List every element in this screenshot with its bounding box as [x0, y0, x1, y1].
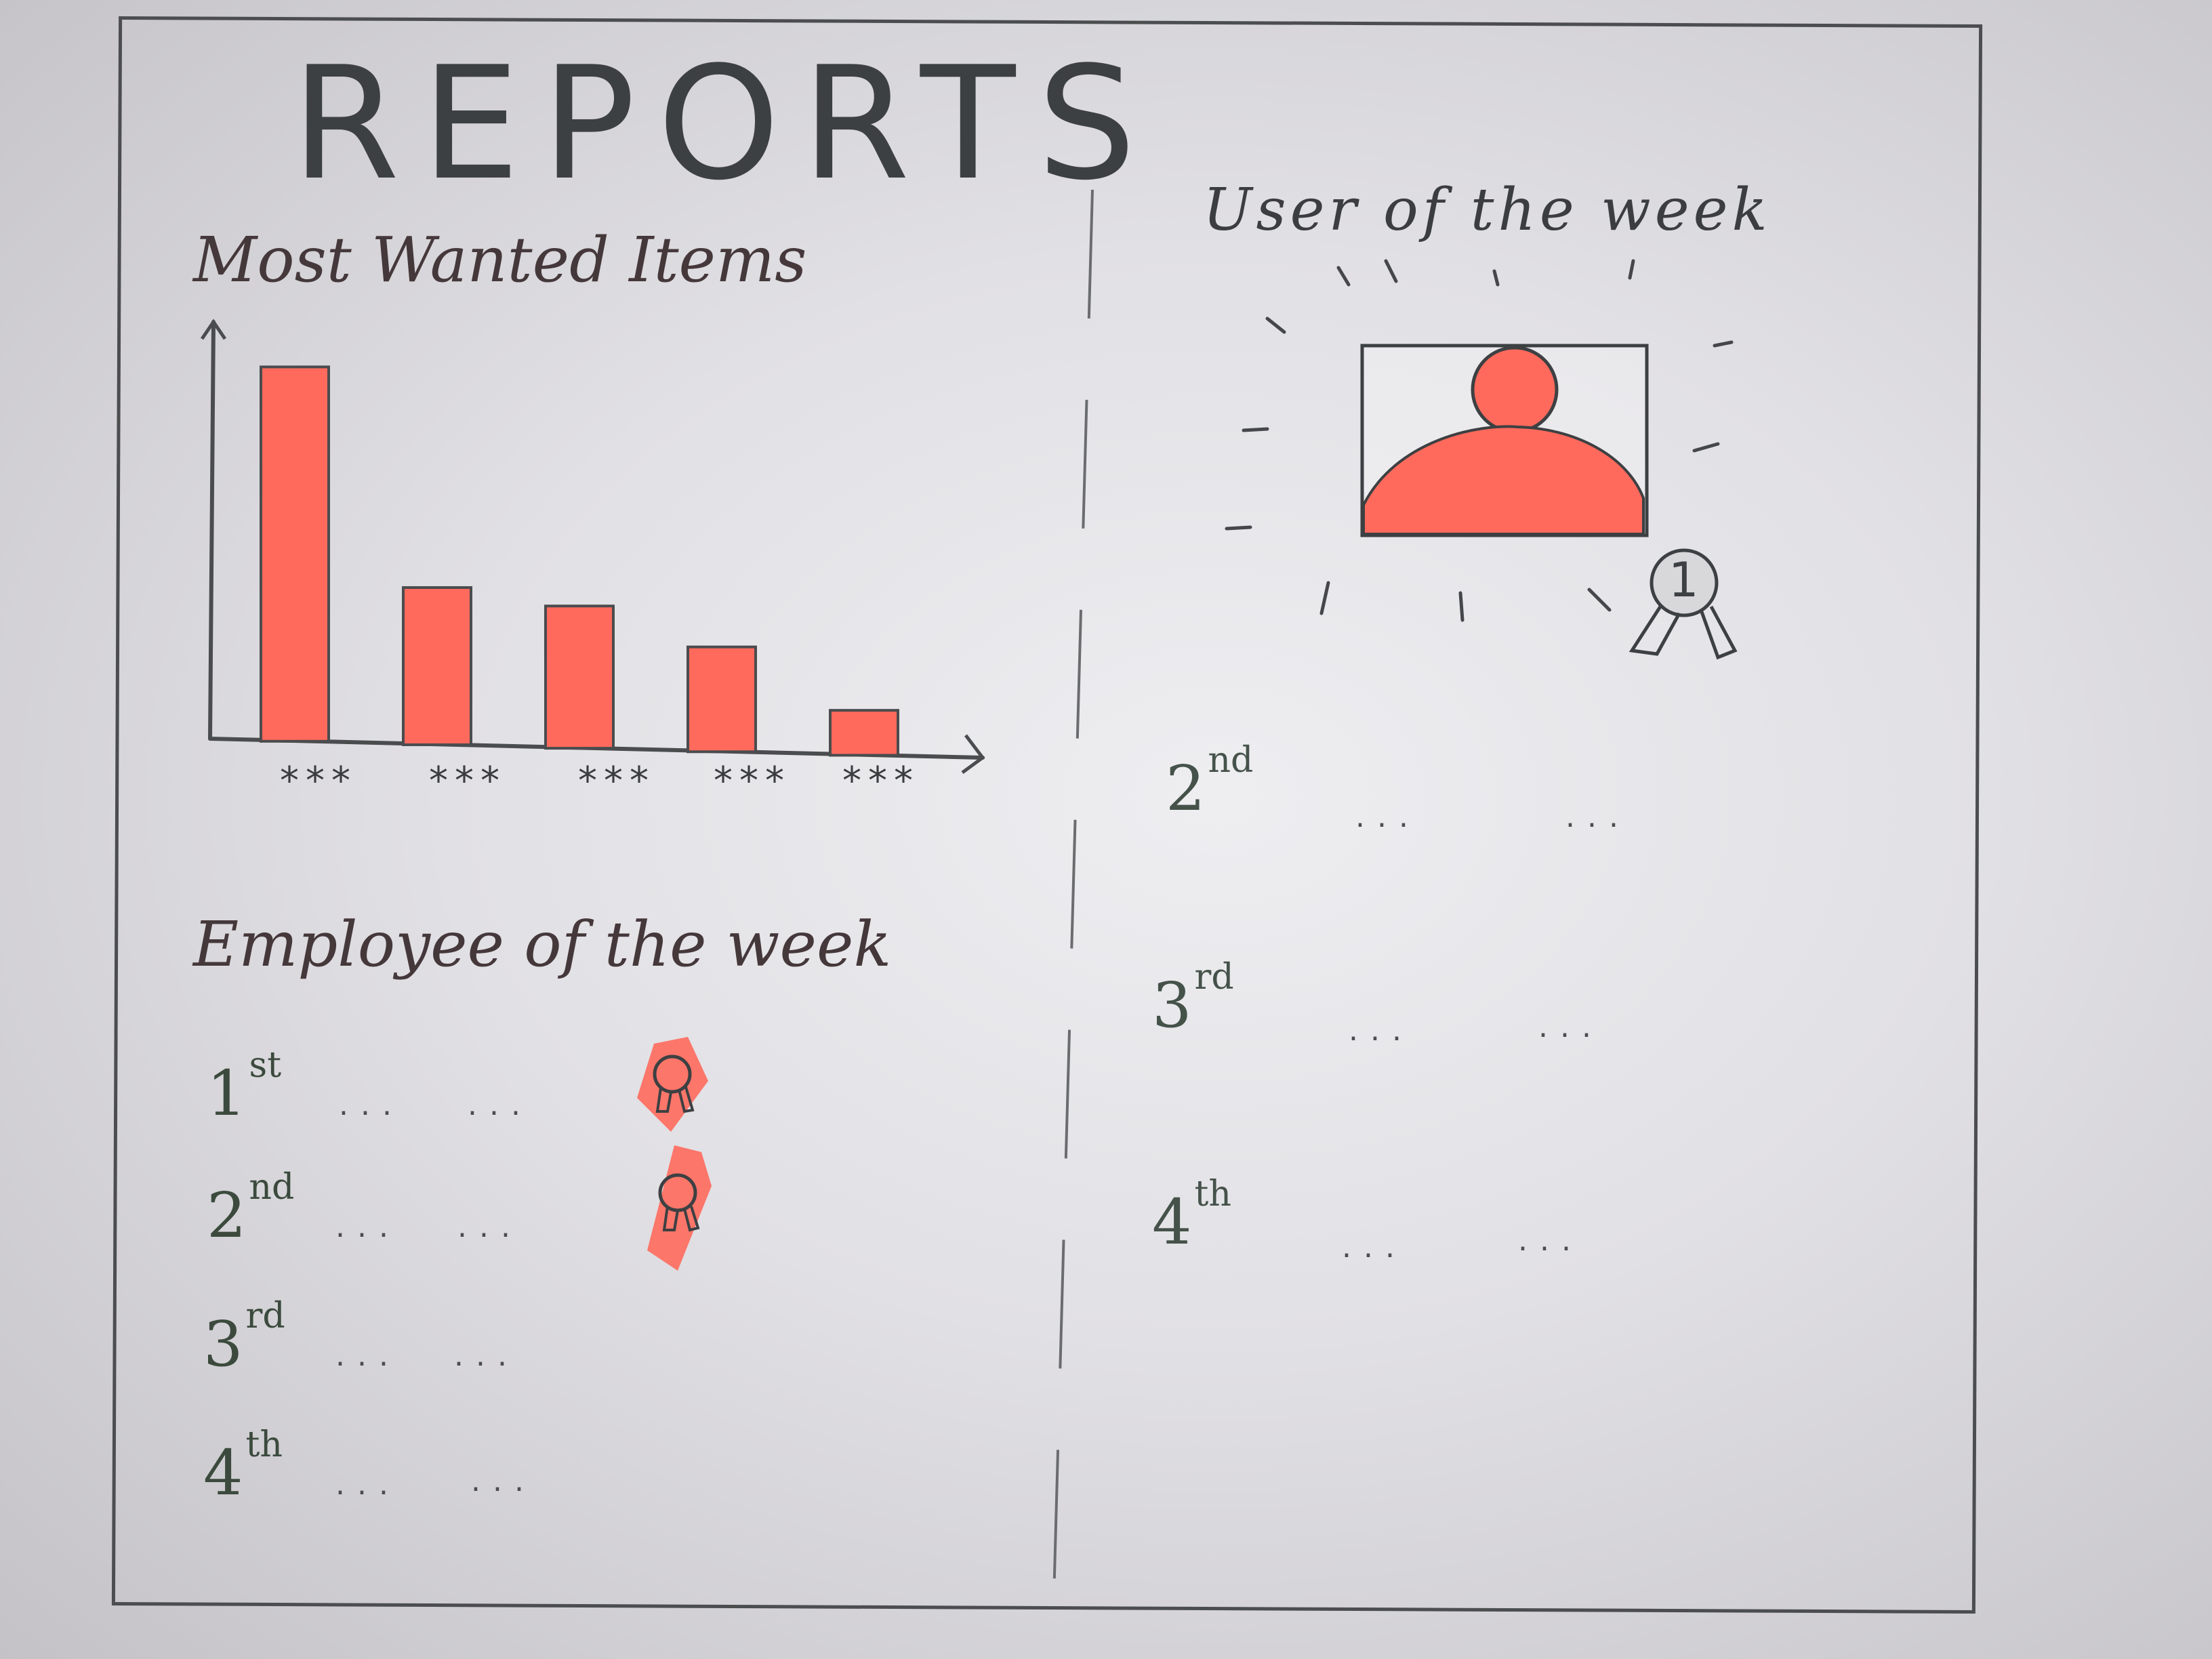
chart-bar[interactable] — [260, 365, 330, 743]
award-ribbon-icon — [637, 1037, 708, 1132]
employee-value: ... — [457, 1210, 523, 1244]
highlight-rays — [1225, 259, 1734, 622]
employee-value: ... — [454, 1338, 519, 1373]
user-value: ... — [1538, 1010, 1603, 1044]
employee-rank: 4th — [203, 1425, 283, 1509]
most-wanted-chart — [200, 319, 985, 775]
employee-value: ... — [468, 1088, 533, 1122]
y-axis — [208, 320, 216, 741]
employee-name: ... — [335, 1210, 401, 1244]
employee-name: ... — [335, 1338, 401, 1373]
employee-rank: 2nd — [207, 1167, 295, 1252]
bar-label: *** — [578, 759, 655, 803]
bar-label: *** — [280, 759, 357, 803]
user-name: ... — [1342, 1230, 1407, 1265]
employee-name: ... — [339, 1088, 404, 1122]
first-place-ribbon-icon — [1629, 548, 1738, 660]
user-value: ... — [1565, 800, 1631, 834]
chart-bars — [260, 365, 899, 757]
employee-value: ... — [471, 1464, 536, 1498]
user-rank: 4th — [1152, 1174, 1231, 1258]
employee-rank: 3rd — [203, 1296, 285, 1380]
y-axis-arrow — [200, 319, 227, 340]
user-name: ... — [1349, 1013, 1414, 1048]
user-rank: 2nd — [1166, 740, 1254, 825]
chart-bar[interactable] — [829, 709, 899, 757]
user-value: ... — [1518, 1223, 1583, 1258]
chart-bar[interactable] — [687, 645, 757, 754]
chart-bar[interactable] — [544, 605, 615, 750]
x-axis-arrow — [961, 734, 985, 775]
bar-label: *** — [714, 759, 791, 803]
employee-name: ... — [335, 1467, 401, 1502]
award-ribbon-icon — [647, 1145, 712, 1271]
most-wanted-heading: Most Wanted Items — [193, 224, 807, 296]
user-name: ... — [1355, 800, 1420, 834]
user-rank: 3rd — [1152, 957, 1234, 1042]
bar-label: *** — [842, 759, 920, 803]
winner-badge-number: 1 — [1668, 552, 1699, 608]
bar-label: *** — [429, 759, 506, 803]
page-title: REPORTS — [291, 34, 1158, 215]
chart-bar[interactable] — [402, 586, 472, 746]
user-avatar-icon[interactable] — [1360, 344, 1649, 537]
user-of-week-heading: User of the week — [1203, 176, 1771, 244]
employee-rank: 1st — [207, 1045, 282, 1130]
employee-of-week-heading: Employee of the week — [193, 908, 892, 981]
column-divider — [1052, 189, 1094, 1600]
